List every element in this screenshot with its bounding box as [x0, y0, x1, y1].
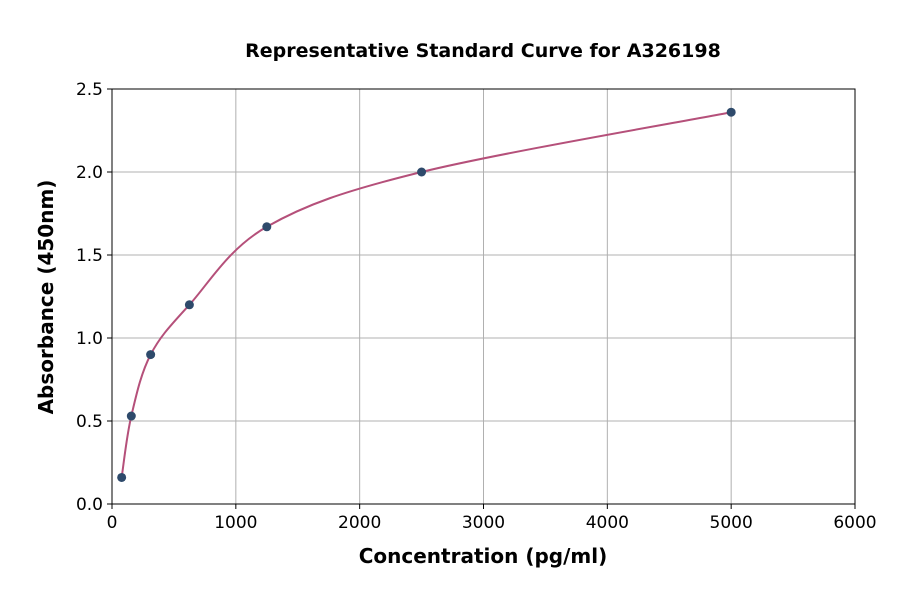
y-axis-label: Absorbance (450nm) — [34, 180, 58, 415]
x-axis-label: Concentration (pg/ml) — [359, 544, 608, 568]
x-tick-label: 3000 — [462, 513, 505, 533]
y-tick-label: 0.5 — [76, 412, 103, 432]
data-point — [726, 107, 736, 117]
y-tick-label: 2.5 — [76, 80, 103, 100]
x-tick-label: 5000 — [710, 513, 753, 533]
grid — [111, 88, 856, 505]
y-tick-label: 0.0 — [76, 495, 103, 515]
x-tick-label: 1000 — [214, 513, 257, 533]
data-point — [117, 472, 127, 482]
x-tick-label: 4000 — [586, 513, 629, 533]
fit-curve — [120, 111, 732, 478]
data-point — [184, 300, 194, 310]
plot-frame — [111, 88, 856, 505]
y-tick-label: 2.0 — [76, 163, 103, 183]
y-tick-label: 1.0 — [76, 329, 103, 349]
x-tick-label: 2000 — [338, 513, 381, 533]
data-point — [417, 167, 427, 177]
data-point — [262, 222, 272, 232]
y-tick-label: 1.5 — [76, 246, 103, 266]
data-point — [146, 350, 156, 360]
chart-title: Representative Standard Curve for A32619… — [245, 40, 721, 62]
x-tick-label: 0 — [107, 513, 118, 533]
ticks: 0 1000 2000 3000 4000 5000 6000 0.0 0.5 1.0 1.5 2.0… — [76, 80, 877, 533]
x-tick-label: 6000 — [833, 513, 876, 533]
data-points — [117, 107, 736, 482]
data-point — [126, 411, 136, 421]
